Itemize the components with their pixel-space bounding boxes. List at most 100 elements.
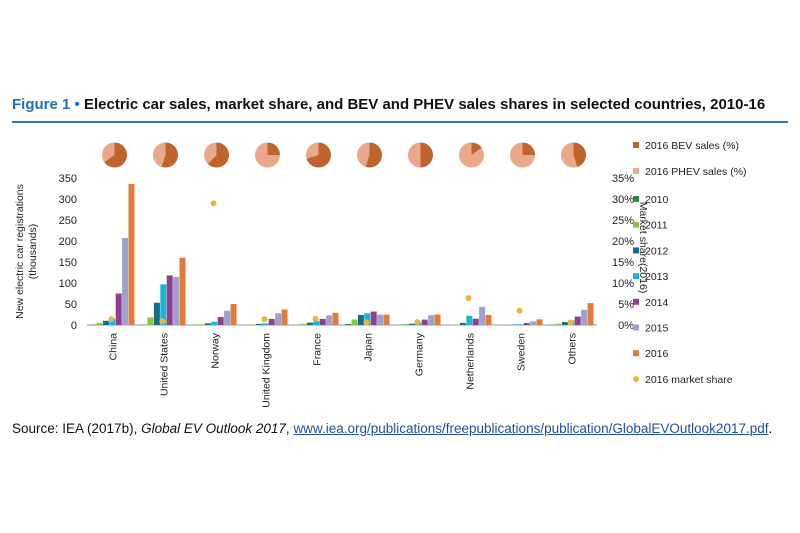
market-share-point (159, 318, 166, 325)
y2-axis-title: Market share(2016) (637, 202, 649, 294)
bar-2012 (459, 322, 466, 325)
bar-2015 (428, 315, 435, 325)
pie-outline (101, 141, 128, 169)
bar-2013 (160, 284, 167, 325)
legend-swatch (633, 221, 639, 228)
market-share-point (312, 315, 319, 322)
source-book: Global EV Outlook 2017 (141, 421, 286, 436)
y2-tick-label: 10% (612, 278, 634, 290)
y-tick-label: 250 (59, 215, 77, 227)
axes: 0 50 100 150 200 250 300 350 0% 5% 10% 15% 20% 25% 30%… (14, 173, 649, 408)
bar-2014 (319, 318, 326, 325)
legend-label: 2015 (645, 323, 669, 335)
y-axis-title: New electric car registrations(thousands… (14, 184, 39, 319)
bar-2011 (351, 319, 358, 325)
bar-2015 (530, 321, 537, 325)
pie-outline (407, 141, 434, 169)
bar-2016 (332, 312, 339, 325)
market-share-dots (108, 200, 574, 326)
category-label: Sweden (516, 333, 528, 371)
pie-bev-slice (522, 142, 536, 155)
bar-2015 (224, 310, 231, 325)
bar-2014 (166, 275, 173, 325)
bars (90, 183, 594, 325)
y-tick-label: 300 (59, 194, 77, 206)
legend-swatch (633, 324, 639, 331)
bar-2016 (536, 319, 543, 325)
y2-tick-label: 0% (618, 320, 634, 332)
pie-outline (203, 141, 230, 169)
y2-tick-label: 30% (612, 194, 634, 206)
market-share-point (516, 307, 523, 314)
bar-2015 (275, 313, 282, 325)
y-tick-label: 100 (59, 278, 77, 290)
bar-2012 (255, 323, 262, 325)
y-tick-label: 50 (65, 299, 77, 311)
bar-2015 (581, 309, 588, 325)
legend-swatch (633, 196, 639, 202)
bar-2016 (281, 309, 288, 325)
y2-tick-label: 20% (612, 236, 634, 248)
bar-2014 (268, 318, 275, 325)
y2-tick-label: 5% (618, 299, 634, 311)
bar-2016 (128, 183, 135, 325)
legend-label: 2011 (645, 220, 668, 232)
pie-bev-slice (365, 142, 383, 168)
category-label: Netherlands (465, 333, 477, 390)
y-axis-title-line2: (thousands) (27, 224, 39, 279)
pie-bev-slice (161, 142, 179, 168)
bar-2015 (326, 315, 333, 325)
market-share-point (363, 319, 370, 326)
pie-bev-slice (420, 142, 434, 168)
legend-swatch (633, 247, 639, 254)
bar-2014 (574, 316, 581, 325)
bar-2015 (122, 238, 129, 325)
legend-swatch (633, 376, 639, 382)
bar-2013 (466, 315, 473, 325)
bar-2013 (313, 321, 320, 325)
legend-swatch (633, 273, 639, 280)
title-rule (12, 121, 788, 123)
y-tick-label: 200 (59, 236, 77, 248)
y-tick-label: 0 (71, 320, 77, 332)
bar-2011 (198, 324, 205, 325)
legend-label: 2016 (645, 348, 669, 360)
figure-bullet: • (74, 96, 80, 113)
y2-tick-label: 35% (612, 173, 634, 185)
category-label: United States (159, 333, 171, 396)
source-note: Source: IEA (2017b), Global EV Outlook 2… (12, 421, 788, 436)
legend-label: 2012 (645, 245, 669, 257)
bar-2012 (102, 320, 109, 325)
bar-2014 (523, 323, 530, 325)
source-link[interactable]: www.iea.org/publications/freepublication… (293, 421, 769, 436)
pie-outline (254, 141, 281, 169)
bar-2012 (306, 322, 313, 325)
market-share-point (108, 316, 115, 323)
bar-2011 (96, 322, 103, 325)
pie-outline (458, 141, 485, 169)
category-label: Norway (210, 332, 222, 368)
category-label: Germany (414, 332, 426, 376)
pie-outline (560, 141, 587, 169)
bar-2012 (204, 323, 211, 325)
bar-2016 (230, 304, 237, 325)
source-sep: , (285, 421, 294, 436)
bar-2016 (587, 303, 594, 325)
legend-label: 2016 BEV sales (%) (645, 140, 739, 152)
category-label: France (312, 333, 324, 366)
category-label: Japan (363, 333, 375, 362)
y2-tick-label: 15% (612, 257, 634, 269)
bar-2014 (370, 311, 377, 325)
bar-2014 (217, 317, 224, 325)
chart: 0 50 100 150 200 250 300 350 0% 5% 10% 15% 20% 25% 30%… (14, 140, 747, 408)
bar-2011 (147, 317, 154, 325)
category-label: United Kingdom (261, 333, 273, 408)
bar-2011 (402, 324, 409, 325)
bar-2016 (179, 257, 186, 325)
bar-2015 (173, 277, 180, 325)
legend-label: 2016 market share (645, 374, 733, 386)
y-tick-label: 350 (59, 173, 77, 185)
source-prefix: Source: IEA (2017b), (12, 421, 142, 436)
market-share-point (567, 319, 574, 326)
bar-2016 (485, 314, 492, 325)
